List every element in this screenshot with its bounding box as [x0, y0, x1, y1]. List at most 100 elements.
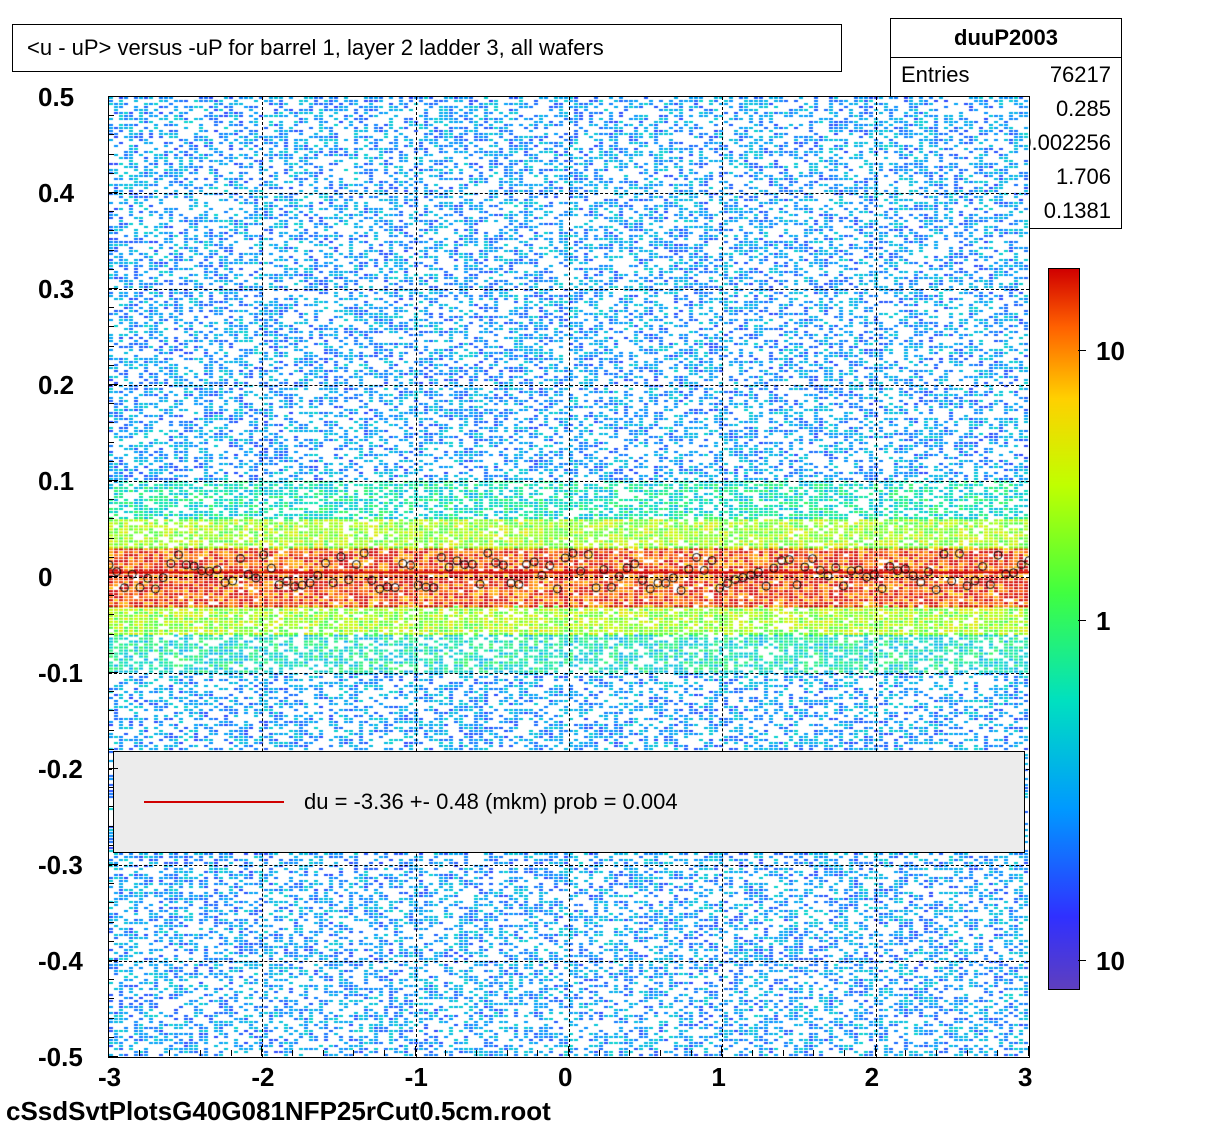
axis-tick — [139, 1050, 140, 1056]
gridline — [262, 97, 263, 1057]
axis-tick-label: 3 — [1018, 1062, 1032, 1093]
axis-tick — [108, 442, 114, 443]
axis-tick — [445, 1050, 446, 1056]
axis-tick — [108, 768, 118, 769]
axis-tick — [721, 1046, 722, 1056]
axis-tick — [108, 192, 118, 193]
axis-tick — [1078, 960, 1086, 961]
axis-tick — [353, 1050, 354, 1056]
axis-tick — [261, 1046, 262, 1056]
axis-tick — [507, 1050, 508, 1056]
axis-tick-label: 2 — [865, 1062, 879, 1093]
axis-tick — [108, 346, 114, 347]
axis-tick — [537, 1050, 538, 1056]
axis-tick — [169, 1050, 170, 1056]
gridline — [569, 97, 570, 1057]
axis-tick — [108, 634, 114, 635]
axis-tick — [108, 749, 114, 750]
axis-tick — [568, 1046, 569, 1056]
axis-tick — [997, 1050, 998, 1056]
axis-tick — [108, 653, 114, 654]
axis-tick — [108, 403, 114, 404]
axis-tick-label: -0.4 — [38, 946, 83, 977]
axis-tick — [108, 595, 114, 596]
axis-tick-label: 0 — [558, 1062, 572, 1093]
axis-tick — [783, 1050, 784, 1056]
axis-tick-label: -0.1 — [38, 658, 83, 689]
axis-tick — [629, 1050, 630, 1056]
axis-tick — [108, 307, 114, 308]
axis-tick — [1078, 620, 1086, 621]
axis-tick — [108, 1018, 114, 1019]
colorbar-tick-label: 1 — [1096, 606, 1110, 637]
axis-tick — [108, 864, 118, 865]
axis-tick — [292, 1050, 293, 1056]
axis-tick — [108, 845, 114, 846]
axis-tick — [108, 499, 114, 500]
axis-tick — [200, 1050, 201, 1056]
axis-tick-label: 0 — [38, 562, 52, 593]
axis-tick — [875, 1046, 876, 1056]
axis-tick — [1028, 1046, 1029, 1056]
axis-tick — [108, 173, 114, 174]
axis-tick — [108, 269, 114, 270]
axis-tick — [108, 1037, 114, 1038]
axis-tick — [813, 1050, 814, 1056]
axis-tick — [108, 730, 114, 731]
axis-tick — [967, 1050, 968, 1056]
axis-tick — [108, 230, 114, 231]
axis-tick-label: -2 — [251, 1062, 274, 1093]
axis-tick — [108, 576, 118, 577]
axis-tick-label: -0.2 — [38, 754, 83, 785]
axis-tick — [108, 614, 114, 615]
axis-tick — [108, 538, 114, 539]
axis-tick-label: -0.5 — [38, 1042, 83, 1073]
plot-title: <u - uP> versus -uP for barrel 1, layer … — [27, 35, 604, 60]
axis-tick — [599, 1050, 600, 1056]
plot-title-box: <u - uP> versus -uP for barrel 1, layer … — [12, 24, 842, 72]
axis-tick — [108, 883, 114, 884]
axis-tick — [108, 941, 114, 942]
axis-tick — [108, 365, 114, 366]
axis-tick-label: 0.2 — [38, 370, 74, 401]
axis-tick — [108, 384, 118, 385]
axis-tick — [108, 691, 114, 692]
stats-label: Entries — [901, 62, 969, 88]
stats-row: Entries 76217 — [891, 58, 1121, 92]
stats-value: 0.285 — [1056, 96, 1111, 122]
axis-tick — [936, 1050, 937, 1056]
axis-tick — [108, 787, 114, 788]
axis-tick-label: -1 — [405, 1062, 428, 1093]
axis-tick — [231, 1050, 232, 1056]
axis-tick — [108, 115, 114, 116]
axis-tick — [844, 1050, 845, 1056]
axis-tick — [108, 1046, 109, 1056]
axis-tick — [108, 806, 114, 807]
axis-tick — [108, 96, 118, 97]
axis-tick-label: 0.1 — [38, 466, 74, 497]
legend-text: du = -3.36 +- 0.48 (mkm) prob = 0.004 — [304, 789, 678, 815]
axis-tick — [108, 422, 114, 423]
heatmap-plot: du = -3.36 +- 0.48 (mkm) prob = 0.004 — [108, 96, 1030, 1058]
gridline — [722, 97, 723, 1057]
legend-line — [144, 801, 284, 803]
axis-tick — [108, 557, 114, 558]
colorbar-tick-label: 10 — [1096, 946, 1125, 977]
axis-tick-label: 1 — [711, 1062, 725, 1093]
stats-value: 76217 — [1050, 62, 1111, 88]
axis-tick — [108, 461, 114, 462]
axis-tick — [323, 1050, 324, 1056]
stats-value: 0.1381 — [1044, 198, 1111, 224]
axis-tick — [108, 518, 114, 519]
axis-tick — [1078, 350, 1086, 351]
axis-tick — [108, 672, 118, 673]
axis-tick — [108, 211, 114, 212]
axis-tick — [108, 480, 118, 481]
axis-tick-label: -3 — [98, 1062, 121, 1093]
axis-tick — [108, 288, 118, 289]
axis-tick — [660, 1050, 661, 1056]
axis-tick — [108, 1056, 118, 1057]
axis-tick — [108, 922, 114, 923]
axis-tick — [415, 1046, 416, 1056]
colorbar — [1048, 268, 1080, 990]
